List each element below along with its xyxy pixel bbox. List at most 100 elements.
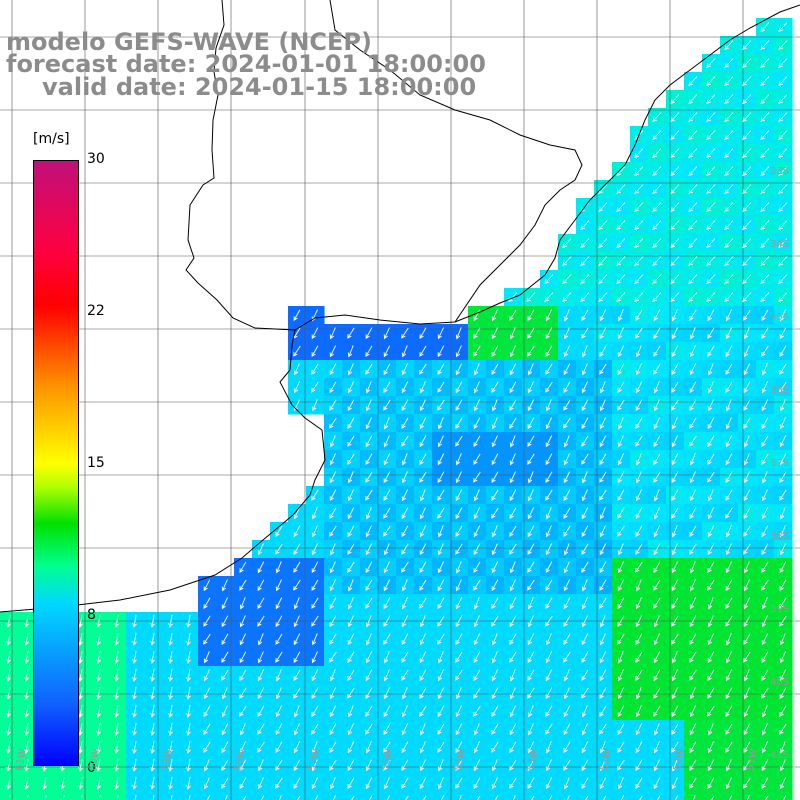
wind-arrow: [760, 130, 770, 141]
wind-arrow: [257, 543, 264, 556]
wind-arrow: [186, 705, 191, 718]
wind-arrow: [778, 256, 788, 267]
wind-arrow: [707, 525, 715, 538]
wind-arrow: [26, 795, 29, 800]
wind-arrow: [743, 651, 751, 663]
wind-arrow: [419, 363, 427, 375]
wind-arrow: [581, 687, 589, 699]
wind-cell: [702, 792, 721, 800]
wind-arrow: [580, 274, 590, 285]
wind-arrow: [563, 471, 571, 484]
wind-arrow: [783, 795, 787, 800]
wind-arrow: [670, 256, 680, 267]
wind-arrow: [437, 723, 445, 735]
wind-arrow: [689, 309, 697, 321]
wind-cell: [378, 792, 397, 800]
wind-arrow: [671, 669, 678, 682]
wind-arrow: [724, 274, 734, 285]
wind-arrow: [634, 220, 644, 231]
wind-arrow: [617, 489, 625, 502]
wind-arrow: [692, 795, 696, 800]
wind-arrow: [311, 543, 318, 556]
wind-arrow: [455, 579, 462, 592]
wind-arrow: [365, 507, 372, 520]
wind-arrow: [491, 345, 499, 358]
wind-arrow: [293, 345, 301, 357]
wind-arrow: [150, 759, 155, 772]
wind-arrow: [670, 202, 680, 213]
wind-arrow: [545, 651, 552, 664]
wind-arrow: [761, 345, 769, 357]
wind-arrow: [707, 381, 714, 394]
wind-arrow: [257, 669, 264, 682]
wind-arrow: [653, 597, 661, 609]
wind-arrow: [617, 453, 624, 466]
wind-arrow: [293, 579, 301, 591]
wind-arrow: [383, 345, 391, 358]
wind-arrow: [221, 597, 228, 610]
wind-arrow: [257, 633, 264, 646]
wind-arrow: [186, 669, 191, 682]
wind-arrow: [455, 723, 463, 736]
wind-arrow: [509, 435, 516, 448]
wind-arrow: [386, 795, 390, 800]
wind-cell: [630, 792, 649, 800]
wind-arrow: [150, 705, 155, 718]
wind-arrow: [599, 309, 607, 322]
wind-arrow: [491, 327, 499, 340]
wind-arrow: [724, 184, 734, 195]
wind-arrow: [491, 471, 499, 484]
wind-arrow: [635, 615, 643, 628]
wind-arrow: [689, 417, 697, 429]
wind-arrow: [494, 795, 499, 800]
wind-arrow: [509, 741, 517, 754]
wind-arrow: [455, 651, 463, 663]
wind-arrow: [329, 543, 336, 556]
wind-cell: [684, 792, 703, 800]
wind-arrow: [743, 705, 750, 718]
wind-arrow: [581, 381, 588, 394]
wind-cell: [432, 792, 451, 800]
wind-arrow: [724, 94, 734, 105]
wind-arrow: [635, 507, 643, 520]
wind-arrow: [96, 651, 101, 664]
wind-arrow: [653, 543, 661, 556]
wind-arrow: [653, 471, 661, 483]
wind-arrow: [96, 705, 101, 718]
wind-arrow: [581, 705, 588, 718]
wind-arrow: [78, 651, 83, 664]
wind-arrow: [688, 148, 698, 159]
wind-arrow: [599, 759, 606, 772]
wind-arrow: [275, 759, 283, 771]
wind-arrow: [743, 507, 751, 520]
wind-arrow: [707, 417, 715, 430]
wind-arrow: [311, 705, 319, 717]
wind-arrow: [761, 705, 768, 718]
wind-arrow: [545, 381, 553, 393]
wind-arrow: [347, 417, 355, 430]
wind-arrow: [473, 471, 481, 483]
wind-arrow: [509, 615, 517, 628]
wind-arrow: [168, 759, 173, 772]
wind-arrow: [779, 615, 787, 627]
wind-arrow: [760, 238, 770, 249]
wind-arrow: [347, 399, 355, 412]
wind-arrow: [365, 381, 372, 394]
wind-arrow: [203, 741, 211, 753]
wind-arrow: [455, 345, 462, 358]
wind-arrow: [599, 777, 607, 790]
colorbar: [33, 160, 79, 766]
wind-arrow: [401, 381, 409, 394]
wind-arrow: [688, 292, 698, 303]
wind-arrow: [599, 345, 607, 357]
wind-arrow: [347, 615, 354, 628]
wind-arrow: [779, 471, 787, 483]
wind-arrow: [617, 507, 625, 519]
wind-arrow: [134, 795, 137, 800]
wind-arrow: [257, 651, 264, 664]
wind-arrow: [419, 327, 427, 340]
wind-arrow: [657, 795, 661, 800]
wind-arrow: [527, 777, 535, 790]
wind-arrow: [743, 435, 750, 448]
wind-arrow: [706, 148, 716, 159]
